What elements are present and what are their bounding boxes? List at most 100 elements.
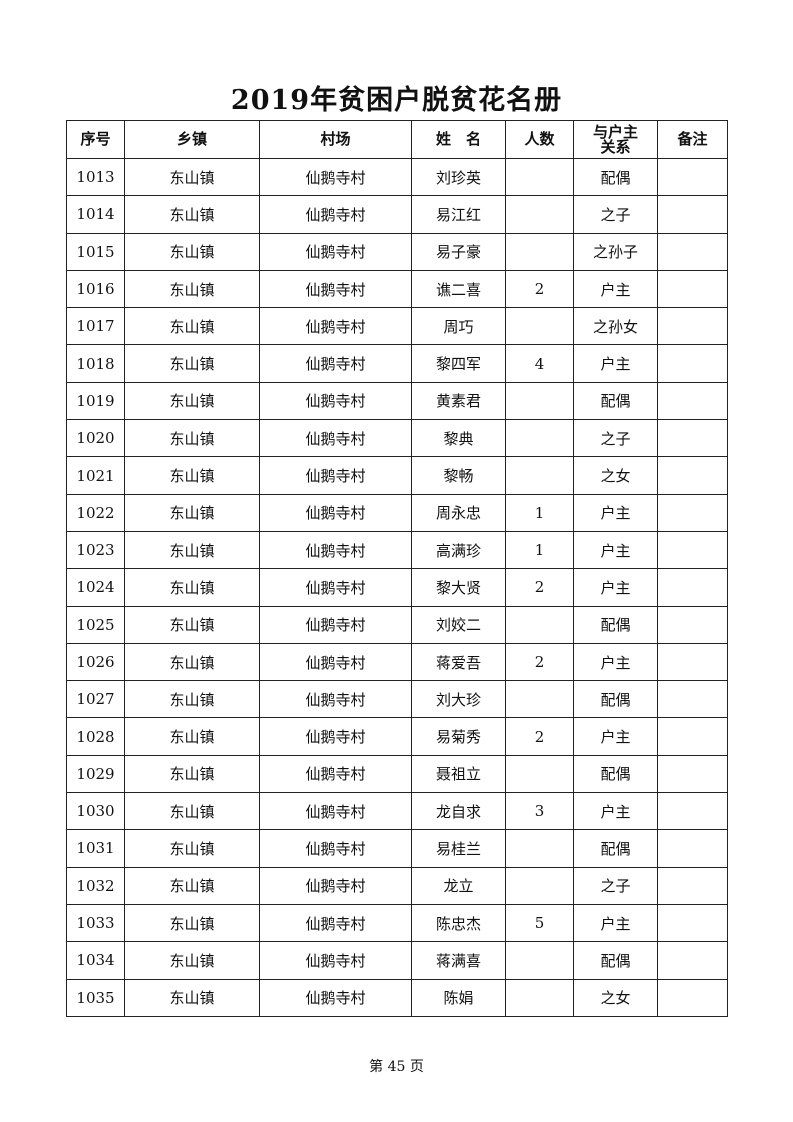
table-row: 1028 东山镇 仙鹅寺村 易菊秀 2 户主 xyxy=(66,717,728,756)
table-row: 1035 东山镇 仙鹅寺村 陈娟 之女 xyxy=(66,978,728,1017)
cell-remarks xyxy=(657,903,728,943)
table-row: 1033 东山镇 仙鹅寺村 陈忠杰 5 户主 xyxy=(66,903,728,943)
cell-name: 刘珍英 xyxy=(411,157,506,197)
table-row: 1032 东山镇 仙鹅寺村 龙立 之子 xyxy=(66,866,728,905)
cell-township: 东山镇 xyxy=(124,232,260,271)
cell-count: 2 xyxy=(505,642,574,682)
cell-village: 仙鹅寺村 xyxy=(259,941,412,980)
cell-township: 东山镇 xyxy=(124,419,260,458)
cell-count xyxy=(505,381,574,421)
cell-serial: 1031 xyxy=(66,829,125,868)
cell-name: 蒋爱吾 xyxy=(411,642,506,682)
cell-township: 东山镇 xyxy=(124,530,260,570)
document-title: 2019年贫困户脱贫花名册 xyxy=(230,85,563,116)
cell-serial: 1013 xyxy=(66,157,125,197)
table-row: 1014 东山镇 仙鹅寺村 易江红 之子 xyxy=(66,195,728,234)
cell-count xyxy=(505,941,574,980)
cell-relation: 配偶 xyxy=(573,605,658,644)
cell-village: 仙鹅寺村 xyxy=(259,493,412,532)
cell-remarks xyxy=(657,605,728,644)
cell-relation: 户主 xyxy=(573,493,658,532)
cell-serial: 1018 xyxy=(66,344,125,383)
table-row: 1019 东山镇 仙鹅寺村 黄素君 配偶 xyxy=(66,381,728,421)
cell-relation: 户主 xyxy=(573,344,658,383)
table-header-row: 序号 乡镇 村场 姓 名 人数 与户主关系 备注 xyxy=(66,120,728,159)
cell-count xyxy=(505,754,574,794)
cell-relation: 之子 xyxy=(573,419,658,458)
cell-name: 黎典 xyxy=(411,419,506,458)
cell-serial: 1026 xyxy=(66,642,125,682)
cell-name: 陈忠杰 xyxy=(411,903,506,943)
cell-village: 仙鹅寺村 xyxy=(259,717,412,756)
cell-name: 易菊秀 xyxy=(411,717,506,756)
table-row: 1023 东山镇 仙鹅寺村 高满珍 1 户主 xyxy=(66,530,728,570)
cell-count: 5 xyxy=(505,903,574,943)
cell-count xyxy=(505,605,574,644)
table-body: 1013 东山镇 仙鹅寺村 刘珍英 配偶 1014 东山镇 仙鹅寺村 易江红 之子 1015 东山镇仙… xyxy=(66,157,728,1017)
cell-serial: 1030 xyxy=(66,792,125,831)
cell-remarks xyxy=(657,941,728,980)
cell-village: 仙鹅寺村 xyxy=(259,344,412,383)
cell-name: 黎大贤 xyxy=(411,568,506,607)
cell-village: 仙鹅寺村 xyxy=(259,232,412,271)
cell-township: 东山镇 xyxy=(124,307,260,346)
cell-township: 东山镇 xyxy=(124,157,260,197)
cell-relation: 户主 xyxy=(573,642,658,682)
cell-relation: 配偶 xyxy=(573,754,658,794)
cell-name: 陈娟 xyxy=(411,978,506,1017)
cell-township: 东山镇 xyxy=(124,195,260,234)
cell-name: 龙自求 xyxy=(411,792,506,831)
header-township: 乡镇 xyxy=(124,120,260,159)
cell-remarks xyxy=(657,419,728,458)
cell-relation: 之孙女 xyxy=(573,307,658,346)
cell-remarks xyxy=(657,232,728,271)
roster-table: 序号 乡镇 村场 姓 名 人数 与户主关系 备注 1013 东山镇 仙鹅寺村 刘珍英配… xyxy=(66,120,728,1017)
table-row: 1013 东山镇 仙鹅寺村 刘珍英 配偶 xyxy=(66,157,728,197)
cell-village: 仙鹅寺村 xyxy=(259,978,412,1017)
cell-township: 东山镇 xyxy=(124,269,260,309)
cell-township: 东山镇 xyxy=(124,344,260,383)
cell-township: 东山镇 xyxy=(124,642,260,682)
cell-serial: 1034 xyxy=(66,941,125,980)
cell-count xyxy=(505,195,574,234)
cell-relation: 之女 xyxy=(573,456,658,495)
cell-village: 仙鹅寺村 xyxy=(259,792,412,831)
cell-count xyxy=(505,680,574,719)
cell-village: 仙鹅寺村 xyxy=(259,903,412,943)
cell-relation: 户主 xyxy=(573,530,658,570)
cell-count xyxy=(505,456,574,495)
cell-name: 易子豪 xyxy=(411,232,506,271)
cell-township: 东山镇 xyxy=(124,941,260,980)
cell-village: 仙鹅寺村 xyxy=(259,829,412,868)
cell-township: 东山镇 xyxy=(124,605,260,644)
cell-relation: 户主 xyxy=(573,269,658,309)
cell-township: 东山镇 xyxy=(124,381,260,421)
cell-remarks xyxy=(657,530,728,570)
cell-relation: 之子 xyxy=(573,866,658,905)
cell-relation: 配偶 xyxy=(573,381,658,421)
cell-relation: 配偶 xyxy=(573,680,658,719)
cell-name: 易江红 xyxy=(411,195,506,234)
cell-village: 仙鹅寺村 xyxy=(259,195,412,234)
header-name: 姓 名 xyxy=(411,120,506,159)
table-row: 1026 东山镇 仙鹅寺村 蒋爱吾 2 户主 xyxy=(66,642,728,682)
cell-remarks xyxy=(657,344,728,383)
cell-relation: 配偶 xyxy=(573,941,658,980)
cell-count: 2 xyxy=(505,568,574,607)
header-count: 人数 xyxy=(505,120,574,159)
cell-serial: 1029 xyxy=(66,754,125,794)
cell-remarks xyxy=(657,381,728,421)
cell-name: 黎四军 xyxy=(411,344,506,383)
cell-count xyxy=(505,866,574,905)
cell-name: 聂祖立 xyxy=(411,754,506,794)
cell-remarks xyxy=(657,195,728,234)
cell-township: 东山镇 xyxy=(124,792,260,831)
cell-remarks xyxy=(657,754,728,794)
cell-remarks xyxy=(657,717,728,756)
cell-serial: 1033 xyxy=(66,903,125,943)
cell-serial: 1025 xyxy=(66,605,125,644)
cell-remarks xyxy=(657,157,728,197)
table-row: 1015 东山镇 仙鹅寺村 易子豪 之孙子 xyxy=(66,232,728,271)
cell-name: 黄素君 xyxy=(411,381,506,421)
cell-serial: 1024 xyxy=(66,568,125,607)
